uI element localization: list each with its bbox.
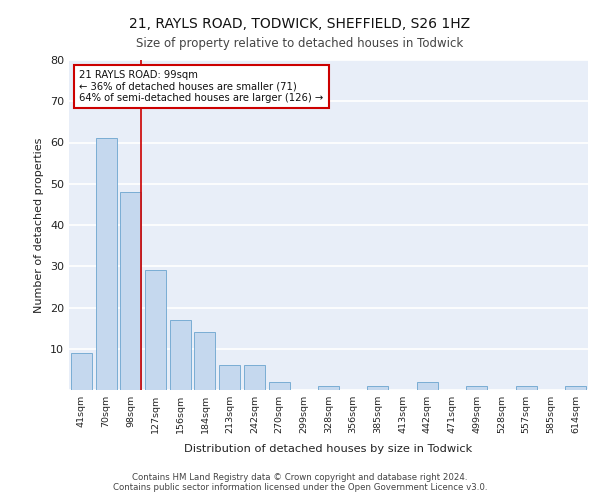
Bar <box>120 192 141 390</box>
Text: Size of property relative to detached houses in Todwick: Size of property relative to detached ho… <box>136 38 464 51</box>
X-axis label: Distribution of detached houses by size in Todwick: Distribution of detached houses by size … <box>184 444 473 454</box>
Bar <box>367 386 388 390</box>
Y-axis label: Number of detached properties: Number of detached properties <box>34 138 44 312</box>
Bar <box>71 353 92 390</box>
Bar <box>466 386 487 390</box>
Bar <box>244 365 265 390</box>
Bar <box>95 138 116 390</box>
Bar <box>194 332 215 390</box>
Bar <box>170 320 191 390</box>
Bar <box>318 386 339 390</box>
Bar <box>145 270 166 390</box>
Text: 21, RAYLS ROAD, TODWICK, SHEFFIELD, S26 1HZ: 21, RAYLS ROAD, TODWICK, SHEFFIELD, S26 … <box>130 18 470 32</box>
Text: Contains HM Land Registry data © Crown copyright and database right 2024.
Contai: Contains HM Land Registry data © Crown c… <box>113 473 487 492</box>
Bar <box>269 382 290 390</box>
Text: 21 RAYLS ROAD: 99sqm
← 36% of detached houses are smaller (71)
64% of semi-detac: 21 RAYLS ROAD: 99sqm ← 36% of detached h… <box>79 70 323 103</box>
Bar <box>565 386 586 390</box>
Bar <box>516 386 537 390</box>
Bar <box>219 365 240 390</box>
Bar <box>417 382 438 390</box>
